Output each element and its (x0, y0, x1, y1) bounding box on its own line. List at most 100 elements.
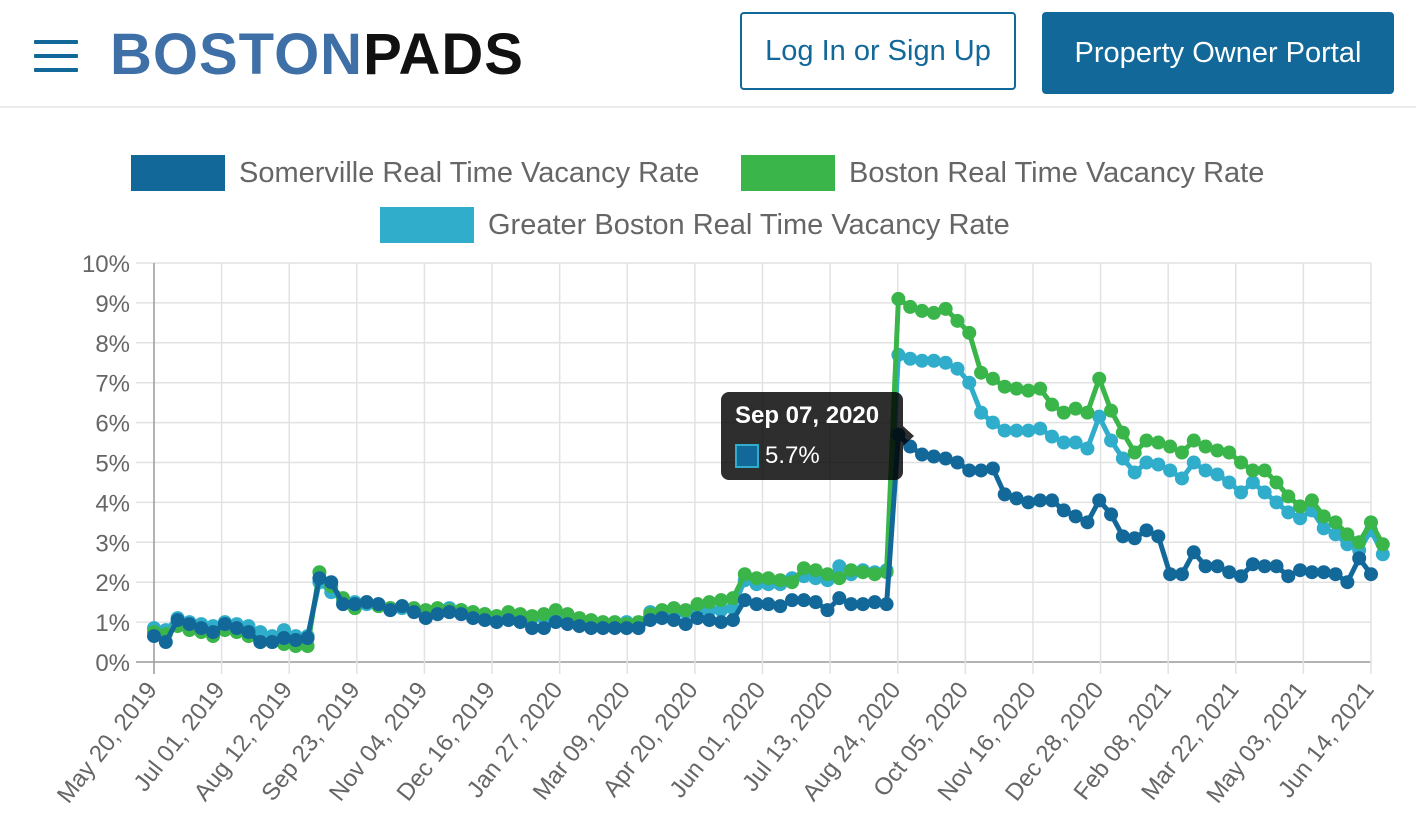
data-point (1033, 381, 1048, 396)
data-point (513, 615, 528, 630)
data-point (1009, 491, 1024, 506)
data-point (548, 615, 563, 630)
data-point (359, 595, 374, 610)
data-point (974, 463, 989, 478)
data-point (950, 361, 965, 376)
data-point (725, 613, 740, 628)
data-point (631, 621, 646, 636)
data-point (1198, 559, 1213, 574)
data-point (607, 621, 622, 636)
legend-item-somerville[interactable]: Somerville Real Time Vacancy Rate (131, 155, 699, 191)
y-tick-label: 6% (95, 411, 130, 438)
data-point (1092, 409, 1107, 424)
data-point (1163, 567, 1178, 582)
data-point (1115, 425, 1130, 440)
data-point (1139, 455, 1154, 470)
login-signup-button[interactable]: Log In or Sign Up (740, 12, 1016, 90)
data-point (915, 447, 930, 462)
data-point (1127, 531, 1142, 546)
data-point (1139, 433, 1154, 448)
data-point (536, 621, 551, 636)
data-point (1245, 475, 1260, 490)
data-point (1056, 435, 1071, 450)
data-point (1104, 507, 1119, 522)
data-point (844, 563, 859, 578)
data-point (1269, 475, 1284, 490)
data-point (336, 597, 351, 612)
data-point (182, 617, 197, 632)
data-point (1328, 567, 1343, 582)
data-point (241, 625, 256, 640)
data-point (832, 571, 847, 586)
data-point (832, 559, 847, 574)
data-point (891, 291, 906, 306)
data-point (548, 603, 563, 618)
data-point (406, 605, 421, 620)
data-point (265, 635, 280, 650)
data-point (985, 461, 1000, 476)
legend-item-greater-boston[interactable]: Greater Boston Real Time Vacancy Rate (380, 207, 1010, 243)
data-point (855, 597, 870, 612)
data-point (962, 463, 977, 478)
data-point (158, 635, 173, 650)
legend-swatch-boston (741, 155, 835, 191)
site-logo[interactable]: BOSTONPADS (110, 22, 524, 88)
data-point (1068, 401, 1083, 416)
data-point (1304, 565, 1319, 580)
data-point (560, 607, 575, 622)
data-point (1293, 563, 1308, 578)
data-point (761, 571, 776, 586)
data-point (1316, 521, 1331, 536)
data-point (1352, 551, 1367, 566)
data-point (1281, 489, 1296, 504)
data-point (1222, 445, 1237, 460)
data-point (1139, 523, 1154, 538)
data-point (1009, 381, 1024, 396)
data-point (1210, 443, 1225, 458)
data-point (1151, 435, 1166, 450)
data-point (288, 633, 303, 648)
legend-swatch-somerville (131, 155, 225, 191)
data-point (1257, 559, 1272, 574)
tooltip-arrow (903, 426, 914, 446)
data-point (938, 355, 953, 370)
data-point (430, 607, 445, 622)
data-point (867, 567, 882, 582)
data-point (926, 353, 941, 368)
data-point (1009, 423, 1024, 438)
data-point (950, 455, 965, 470)
data-point (595, 621, 610, 636)
legend-label-somerville: Somerville Real Time Vacancy Rate (239, 156, 700, 189)
data-point (702, 613, 717, 628)
data-point (1068, 435, 1083, 450)
property-owner-portal-button[interactable]: Property Owner Portal (1042, 12, 1394, 94)
data-point (253, 635, 268, 650)
data-point (147, 629, 161, 644)
tooltip-series-swatch (735, 444, 759, 468)
data-point (466, 611, 481, 626)
data-point (1234, 485, 1249, 500)
logo-text-pads: PADS (363, 22, 524, 87)
data-point (737, 567, 752, 582)
data-point (725, 591, 740, 606)
data-point (702, 595, 717, 610)
data-point (1352, 535, 1367, 550)
data-point (584, 621, 599, 636)
data-point (1328, 515, 1343, 530)
data-point (324, 575, 339, 590)
data-point (915, 353, 930, 368)
data-point (1340, 527, 1355, 542)
data-point (454, 607, 469, 622)
data-point (678, 617, 693, 632)
data-point (820, 603, 835, 618)
data-point (1104, 403, 1119, 418)
data-point (312, 571, 327, 586)
data-point (714, 615, 729, 630)
legend-item-boston[interactable]: Boston Real Time Vacancy Rate (741, 155, 1264, 191)
hamburger-menu-icon[interactable] (34, 40, 78, 72)
data-point (1364, 515, 1378, 530)
y-tick-label: 4% (95, 490, 130, 517)
legend-label-boston: Boston Real Time Vacancy Rate (849, 156, 1265, 189)
y-tick-label: 3% (95, 530, 130, 557)
data-point (643, 613, 658, 628)
